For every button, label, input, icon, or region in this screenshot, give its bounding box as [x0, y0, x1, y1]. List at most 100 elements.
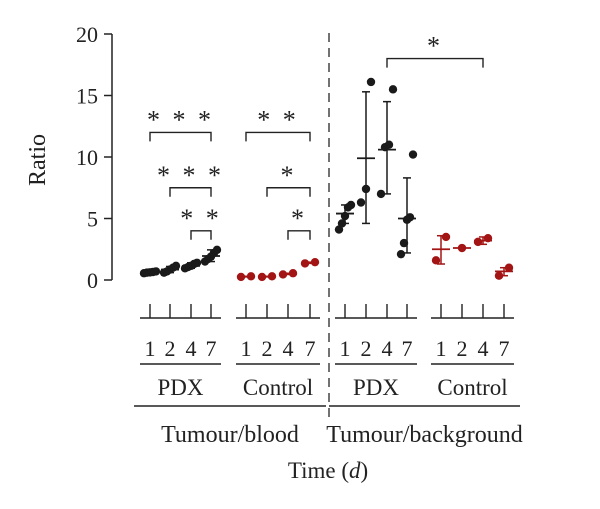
y-axis-label: Ratio — [25, 134, 51, 186]
y-tick-label: 10 — [76, 145, 98, 170]
x-tick-label: 7 — [206, 336, 217, 361]
data-point — [441, 232, 451, 242]
time-point-Tumour/blood-Control-4 — [278, 269, 298, 279]
time-point-Tumour/blood-PDX-1 — [139, 267, 161, 278]
x-tick-label: 7 — [402, 336, 413, 361]
x-tick-label: 2 — [361, 336, 372, 361]
x-tick-label: 1 — [436, 336, 447, 361]
significance-bracket: * * — [245, 105, 311, 142]
x-tick-label: 4 — [186, 336, 197, 361]
data-point — [288, 269, 298, 278]
data-point — [457, 243, 467, 253]
data-point — [504, 263, 514, 272]
data-point — [212, 245, 222, 255]
data-point — [376, 189, 386, 199]
data-point — [396, 249, 406, 259]
time-point-Tumour/background-Control-7 — [494, 263, 514, 280]
section-label: Tumour/blood — [161, 422, 299, 448]
time-point-Tumour/blood-Control-1 — [236, 272, 256, 282]
data-point — [346, 200, 356, 210]
group-label: Control — [437, 375, 507, 400]
data-point — [405, 213, 415, 222]
significance-bracket: * — [386, 32, 484, 68]
data-point — [278, 270, 288, 279]
x-tick-label: 4 — [283, 336, 294, 361]
group-label: PDX — [353, 375, 399, 400]
data-point — [310, 257, 320, 267]
data-point — [340, 211, 350, 221]
significance-annotations: * * * * * * * * * * * * * — [147, 32, 484, 240]
y-axis: 0 5 10 15 20 — [76, 22, 113, 293]
x-tick-label: 2 — [165, 336, 176, 361]
plot-area — [139, 77, 514, 282]
significance-label: * * — [257, 105, 299, 134]
data-point — [384, 140, 394, 149]
time-point-Tumour/background-PDX-1 — [334, 200, 356, 234]
bracket-line — [245, 131, 311, 142]
x-tick-label: 7 — [499, 336, 510, 361]
time-point-Tumour/background-PDX-7 — [396, 150, 418, 259]
bracket-line — [287, 230, 311, 240]
section-label: Tumour/background — [326, 422, 522, 448]
x-tick-label: 4 — [478, 336, 489, 361]
data-point — [356, 198, 366, 207]
x-tick-label: 1 — [340, 336, 351, 361]
significance-bracket: * * * — [147, 105, 214, 142]
y-tick-label: 20 — [76, 22, 98, 47]
y-tick-label: 15 — [76, 84, 98, 109]
significance-label: * — [291, 204, 307, 233]
time-point-Tumour/blood-PDX-7 — [200, 245, 222, 266]
data-point — [246, 272, 256, 281]
x-tick-label: 4 — [382, 336, 393, 361]
significance-label: * — [427, 32, 443, 61]
data-point — [366, 77, 376, 87]
data-point — [483, 233, 493, 243]
bracket-line — [266, 187, 311, 197]
time-point-Tumour/blood-Control-7 — [300, 257, 320, 268]
data-point — [300, 259, 310, 268]
y-tick-label: 0 — [87, 268, 98, 293]
significance-bracket: * — [287, 204, 311, 240]
y-tick-label: 5 — [87, 207, 98, 232]
significance-bracket: * * — [180, 204, 222, 240]
significance-label: * — [281, 161, 297, 190]
data-point — [192, 258, 202, 267]
significance-bracket: * * * — [157, 161, 224, 197]
data-point — [408, 150, 418, 159]
time-point-Tumour/background-Control-1 — [431, 232, 451, 265]
x-tick-label: 7 — [305, 336, 316, 361]
data-point — [388, 85, 398, 94]
time-point-Tumour/background-Control-2 — [453, 243, 471, 253]
time-point-Tumour/blood-Control-2 — [257, 272, 277, 282]
time-point-Tumour/background-PDX-2 — [356, 77, 376, 225]
data-point — [337, 219, 347, 228]
x-tick-label: 2 — [262, 336, 273, 361]
data-point — [473, 237, 483, 247]
data-point — [494, 271, 504, 280]
time-point-Tumour/background-Control-4 — [473, 233, 493, 247]
x-axis-label: Time (d) — [288, 458, 368, 483]
data-point — [361, 184, 371, 194]
data-point — [151, 267, 161, 276]
significance-label: * * * — [157, 161, 224, 190]
group-label: PDX — [157, 375, 203, 400]
significance-label: * * — [180, 204, 222, 233]
bracket-line — [169, 187, 212, 197]
bracket-line — [190, 230, 212, 240]
x-tick-label: 2 — [457, 336, 468, 361]
bracket-line — [149, 131, 212, 142]
significance-label: * * * — [147, 105, 214, 134]
time-point-Tumour/background-PDX-4 — [376, 85, 398, 199]
significance-bracket: * — [266, 161, 311, 197]
data-point — [267, 272, 277, 281]
data-point — [171, 261, 181, 271]
group-label: Control — [243, 375, 313, 400]
data-point — [236, 272, 246, 282]
data-point — [431, 256, 441, 265]
data-point — [257, 272, 267, 282]
x-tick-label: 1 — [241, 336, 252, 361]
x-tick-label: 1 — [145, 336, 156, 361]
data-point — [399, 238, 409, 248]
